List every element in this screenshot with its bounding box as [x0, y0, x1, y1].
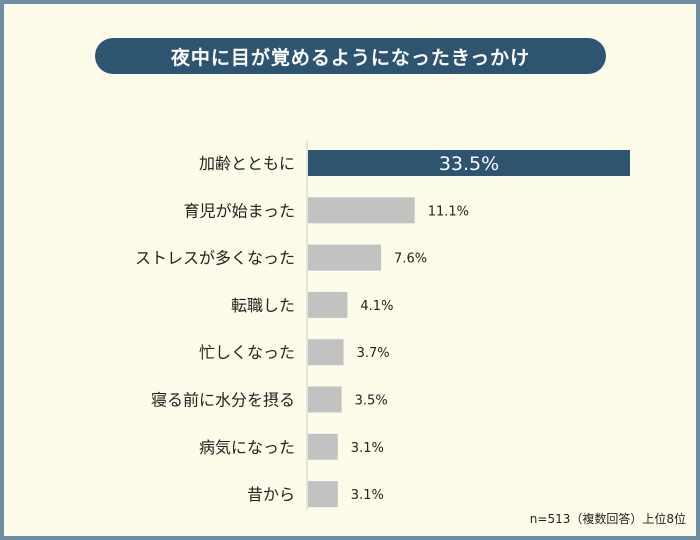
bar — [308, 339, 344, 366]
bar — [308, 150, 630, 176]
bar — [308, 386, 342, 413]
category-label: 病気になった — [199, 438, 295, 457]
chart-title: 夜中に目が覚めるようになったきっかけ — [95, 38, 606, 74]
value-label: 11.1% — [428, 204, 469, 219]
category-label: 寝る前に水分を摂る — [151, 391, 295, 410]
bar — [308, 433, 338, 460]
sample-size-note: n=513（複数回答）上位8位 — [529, 512, 686, 526]
category-label: ストレスが多くなった — [135, 249, 295, 268]
value-label: 4.1% — [360, 299, 393, 314]
value-label: 7.6% — [394, 252, 427, 267]
category-label: 昔から — [247, 485, 295, 504]
category-label: 忙しくなった — [199, 343, 295, 362]
value-label: 3.7% — [357, 346, 390, 361]
bar — [308, 197, 415, 224]
bar — [308, 481, 338, 508]
value-label: 3.5% — [355, 394, 388, 409]
bars-group: 加齢とともに 33.5% 育児が始まった 11.1% ストレスが多くなった 7.6% 転職し… — [135, 150, 630, 508]
value-label: 33.5% — [439, 153, 499, 175]
value-label: 3.1% — [351, 441, 384, 456]
category-label: 育児が始まった — [184, 201, 295, 220]
value-label: 3.1% — [351, 488, 384, 503]
bar — [308, 291, 348, 318]
category-label: 加齢とともに — [199, 154, 295, 173]
bar — [308, 244, 382, 271]
category-label: 転職した — [231, 296, 295, 315]
